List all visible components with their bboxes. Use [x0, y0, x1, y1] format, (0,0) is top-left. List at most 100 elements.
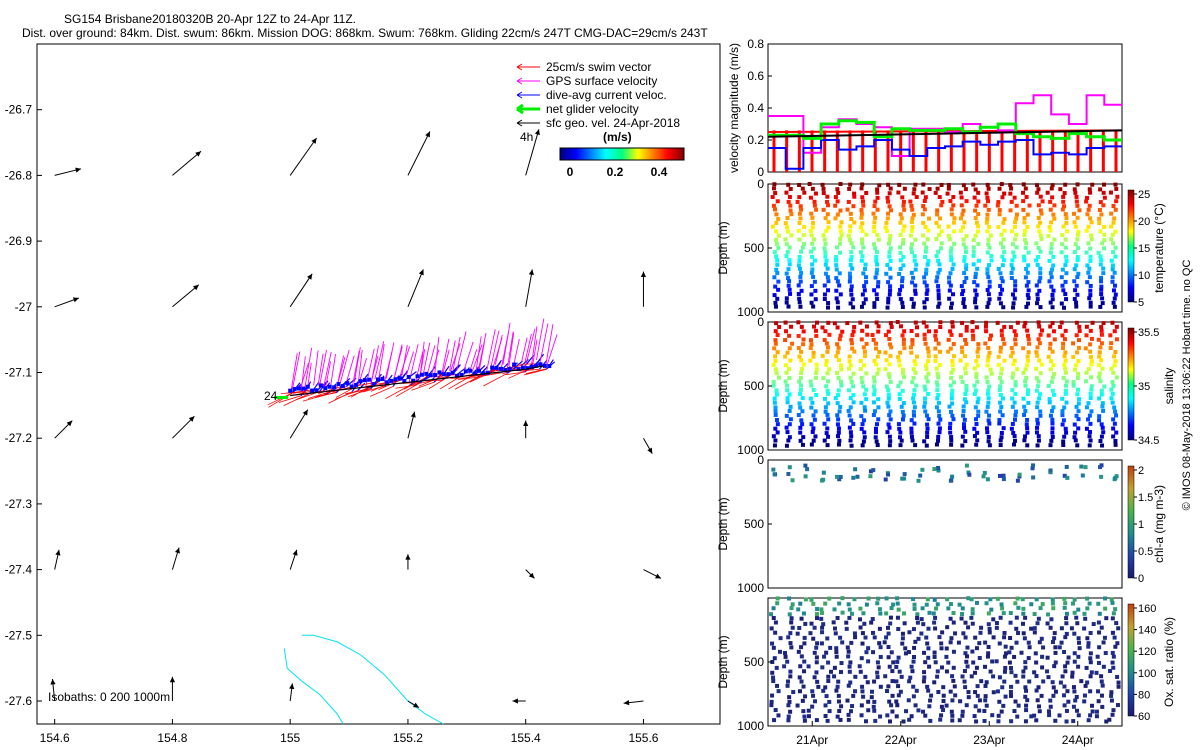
salinity-sample: [1088, 354, 1093, 359]
chla-sample: [868, 469, 873, 474]
oxygen-sample: [1103, 606, 1108, 611]
salinity-sample: [814, 367, 819, 372]
salinity-sample: [985, 404, 990, 409]
temperature-sample: [885, 263, 890, 268]
gps-velocity-vector: [433, 336, 440, 379]
oxygen-sample: [966, 690, 971, 695]
salinity-sample: [837, 409, 842, 414]
salinity-sample: [1034, 388, 1039, 393]
oxygen-sample: [1088, 713, 1093, 718]
oxygen-sample: [864, 602, 869, 607]
temperature-sample: [1087, 296, 1092, 301]
oxygen-sample: [912, 654, 917, 659]
oxygen-sample: [1016, 605, 1021, 610]
temperature-sample: [1075, 232, 1080, 237]
temperature-sample: [1064, 271, 1069, 276]
oxygen-sample: [802, 718, 807, 723]
legend-item-gps: GPS surface velocity: [516, 74, 657, 88]
oxygen-sample: [771, 616, 776, 621]
salinity-sample: [1010, 388, 1015, 393]
oxygen-sample: [1033, 651, 1038, 656]
temperature-sample: [996, 267, 1001, 272]
temperature-sample: [947, 237, 952, 242]
temperature-sample: [1111, 300, 1116, 305]
salinity-sample: [1002, 324, 1007, 329]
temperature-sample: [1088, 258, 1093, 263]
oxygen-sample: [1064, 631, 1069, 636]
temperature-sample: [976, 212, 981, 217]
oxygen-sample: [811, 693, 816, 698]
salinity-sample: [1010, 421, 1015, 426]
salinity-sample: [1062, 337, 1067, 342]
salinity-sample: [1088, 391, 1093, 396]
temperature-sample: [1011, 305, 1016, 310]
temperature-sample: [976, 241, 981, 246]
oxygen-sample: [900, 631, 905, 636]
temperature-sample: [826, 225, 831, 230]
temperature-sample: [784, 271, 789, 276]
temperature-sample: [1113, 254, 1118, 259]
oxygen-sample: [799, 679, 804, 684]
oxygen-sample: [847, 607, 852, 612]
temperature-sample: [901, 254, 906, 259]
salinity-sample: [887, 434, 892, 439]
salinity-sample: [872, 388, 877, 393]
salinity-sample: [936, 341, 941, 346]
salinity-sample: [832, 321, 837, 326]
glider-track: [290, 365, 544, 397]
salinity-sample: [847, 359, 852, 364]
temperature-sample: [1024, 283, 1029, 288]
velocity-panel: 00.20.40.60.8 velocity magnitude (m/s): [727, 37, 1123, 179]
salinity-sample: [775, 333, 780, 338]
oxygen-sample: [865, 680, 870, 685]
temperature-sample: [862, 284, 867, 289]
oxygen-sample: [860, 689, 865, 694]
dac-vector: [401, 370, 408, 380]
temperature-sample: [1086, 224, 1091, 229]
temperature-sample: [936, 288, 941, 293]
temperature-sample: [939, 203, 944, 208]
oxygen-sample: [916, 708, 921, 713]
temperature-sample: [859, 237, 864, 242]
temperature-sample: [985, 229, 990, 234]
oxygen-sample: [803, 597, 808, 602]
temperature-sample: [1087, 187, 1092, 192]
oxygen-sample: [1097, 611, 1102, 616]
salinity-sample: [771, 379, 776, 384]
temperature-sample: [796, 228, 801, 233]
salinity-sample: [986, 354, 991, 359]
temperature-sample: [1050, 305, 1055, 310]
temperature-sample: [876, 280, 881, 285]
temperature-sample: [822, 296, 827, 301]
salinity-sample: [1074, 413, 1079, 418]
salinity-sample: [1077, 329, 1082, 334]
dac-marker: [292, 386, 297, 391]
temperature-sample: [785, 216, 790, 221]
oxygen-sample: [1076, 636, 1081, 641]
salinity-sample: [873, 430, 878, 435]
salinity-sample: [850, 333, 855, 338]
salinity-sample: [1035, 405, 1040, 410]
oxygen-sample: [1064, 616, 1069, 621]
temperature-sample: [1063, 212, 1068, 217]
dac-marker: [402, 378, 407, 383]
colorbar-label: (m/s): [603, 130, 632, 144]
temperature-sample: [901, 238, 906, 243]
salinity-sample: [811, 387, 816, 392]
oxygen-sample: [994, 625, 999, 630]
oxygen-sample: [984, 680, 989, 685]
salinity-sample: [896, 422, 901, 427]
salinity-sample: [987, 421, 992, 426]
oxygen-sample: [788, 631, 793, 636]
oxygen-sample: [770, 693, 775, 698]
oxygen-sample: [912, 602, 917, 607]
temperature-sample: [1014, 212, 1019, 217]
salinity-sample: [998, 443, 1003, 448]
temperature-sample: [1035, 190, 1040, 195]
temperature-sample: [949, 246, 954, 251]
velocity-ylabel: velocity magnitude (m/s): [727, 43, 741, 173]
salinity-sample: [876, 324, 881, 329]
oxygen-sample: [1109, 597, 1114, 602]
temperature-sample: [776, 246, 781, 251]
salinity-sample: [1099, 358, 1104, 363]
